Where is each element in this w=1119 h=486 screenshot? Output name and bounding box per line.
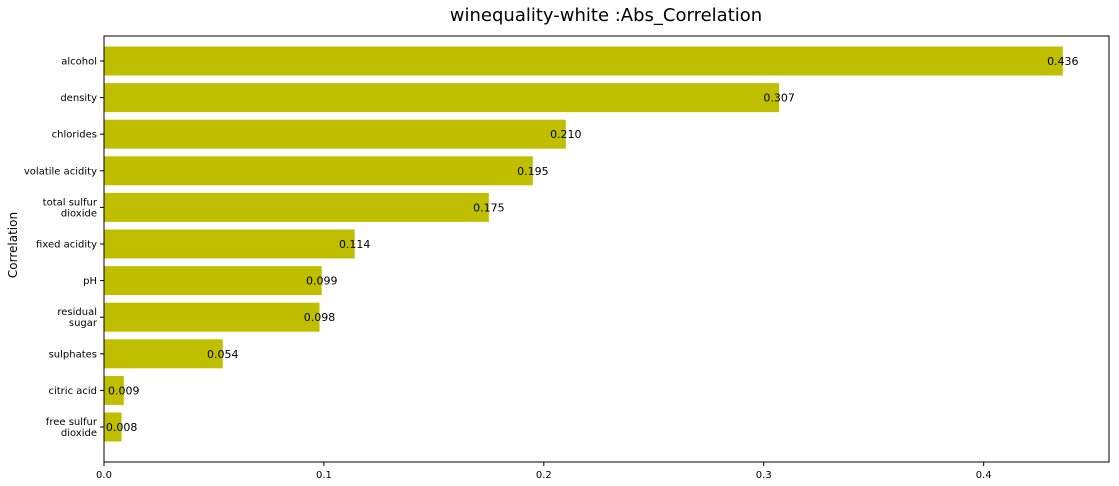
value-label: 0.054 — [207, 348, 239, 361]
x-tick-label: 0.4 — [976, 470, 992, 481]
y-tick-label: alcohol — [61, 57, 97, 68]
bar — [104, 229, 355, 259]
value-label: 0.436 — [1047, 55, 1079, 68]
chart-title: winequality-white :Abs_Correlation — [450, 5, 762, 26]
bar — [104, 156, 533, 186]
y-tick-label: dioxide — [61, 208, 97, 219]
x-tick-label: 0.2 — [536, 470, 552, 481]
y-tick-label: density — [60, 93, 97, 104]
bar — [104, 375, 124, 405]
y-tick-label: sugar — [69, 318, 98, 329]
x-tick-label: 0.1 — [316, 470, 332, 481]
plot-frame — [103, 35, 1110, 463]
x-tick-label: 0.0 — [96, 470, 112, 481]
bar — [104, 119, 566, 149]
value-label: 0.175 — [473, 201, 505, 214]
value-label: 0.099 — [306, 275, 338, 288]
y-tick-label: citric acid — [48, 386, 97, 397]
x-axis-ticks: 0.0 0.1 0.2 0.3 0.4 — [96, 462, 992, 481]
bar — [104, 192, 489, 222]
value-label: 0.195 — [517, 165, 549, 178]
y-tick-label: chlorides — [52, 130, 97, 141]
bar — [104, 46, 1063, 76]
y-axis-label: Correlation — [6, 212, 20, 278]
y-tick-label: dioxide — [61, 428, 97, 439]
y-tick-labels: alcohol density chlorides volatile acidity t… — [24, 57, 104, 439]
value-label: 0.307 — [763, 92, 795, 105]
y-tick-label: pH — [83, 276, 97, 287]
value-label: 0.114 — [339, 238, 371, 251]
y-tick-label: residual — [57, 307, 97, 318]
value-label: 0.098 — [304, 311, 336, 324]
y-tick-label: total sulfur — [43, 197, 98, 208]
bar — [104, 266, 322, 296]
x-tick-label: 0.3 — [756, 470, 772, 481]
bar — [104, 302, 320, 332]
y-tick-label: free sulfur — [46, 417, 98, 428]
y-tick-label: fixed acidity — [36, 240, 97, 251]
y-tick-label: volatile acidity — [24, 166, 97, 177]
bar — [104, 83, 780, 113]
value-label: 0.210 — [550, 128, 582, 141]
value-label: 0.009 — [108, 384, 140, 397]
bar — [104, 339, 223, 369]
bar — [104, 412, 122, 442]
bars-group: 0.436 0.307 0.210 0.195 0.175 0.114 0.099 0.098… — [104, 46, 1079, 442]
y-tick-label: sulphates — [49, 349, 97, 360]
value-label: 0.008 — [106, 421, 138, 434]
